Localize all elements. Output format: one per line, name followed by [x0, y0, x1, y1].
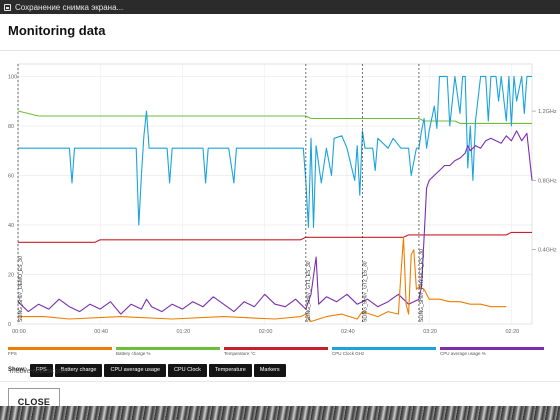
- status-bar: Сохранение снимка экрана...: [0, 0, 560, 14]
- legend-swatch: [224, 347, 328, 350]
- marker-label: SLING_SH07_GT2_ES_30: [362, 261, 368, 322]
- legend-label: Battery charge %: [116, 351, 151, 356]
- legend-item: CPU Clock GHz: [332, 347, 436, 357]
- watermark: mobile-review.com: [10, 368, 68, 375]
- y-tick-label: 40: [8, 223, 14, 229]
- toggle-cpu-average-usage[interactable]: CPU average usage: [104, 363, 167, 377]
- x-tick-label: 00:00: [12, 329, 26, 335]
- x-tick-label: 01:20: [176, 329, 190, 335]
- marker-label: SLING_SH07_DEMO_ES_30: [18, 256, 24, 322]
- x-tick-label: 02:20: [505, 329, 519, 335]
- monitoring-chart: 100 80 60 40 20 000:00 00:40 01:20 02:00 02:40 03:…: [8, 63, 557, 335]
- toggle-fps[interactable]: FPS: [30, 363, 53, 377]
- chart-legend: FPS Battery charge % Temperature °C CPU Clo…: [0, 347, 560, 359]
- legend-item: FPS: [8, 347, 112, 357]
- marker-label: SLING_SH07_PHYSICS_ES_30: [419, 249, 425, 322]
- series-line-temperature-c: [18, 231, 532, 243]
- legend-swatch: [440, 347, 544, 350]
- y-tick-label: 80: [8, 124, 14, 130]
- x-tick-label: 02:40: [341, 329, 355, 335]
- footer-divider: [0, 381, 560, 382]
- y-tick-label: 100: [8, 74, 17, 80]
- y-tick-label: 20: [8, 272, 14, 278]
- plot-border: [17, 63, 533, 325]
- legend-item: Temperature °C: [224, 347, 328, 357]
- toggle-cpu-clock[interactable]: CPU Clock: [168, 363, 207, 377]
- monitoring-dialog: Monitoring data 100 80 60 40 20 0 00:00 00:40 01…: [0, 14, 560, 416]
- background-strip: [0, 406, 560, 420]
- legend-swatch: [332, 347, 436, 350]
- legend-item: Battery charge %: [116, 347, 220, 357]
- show-label: Show:: [8, 367, 26, 373]
- image-icon: [4, 3, 11, 11]
- marker-label: SLING_SH07_GT1_ES_30: [306, 261, 312, 322]
- legend-label: Temperature °C: [224, 351, 256, 356]
- series-line-fps: [18, 236, 507, 323]
- title-divider: [0, 50, 560, 51]
- x-tick-label: 03:20: [423, 329, 437, 335]
- dialog-title: Monitoring data: [8, 23, 106, 38]
- legend-label: CPU Clock GHz: [332, 351, 365, 356]
- status-text: Сохранение снимка экрана...: [15, 2, 124, 12]
- y-right-tick-label: 1.2GHz: [538, 109, 557, 115]
- series-line-cpu-average-usage: [17, 130, 533, 315]
- x-tick-label: 02:00: [259, 329, 273, 335]
- x-tick-label: 00:40: [94, 329, 108, 335]
- y-right-tick-label: 0.8GHz: [538, 178, 557, 184]
- series-line-cpu-clock-ghz: [18, 75, 532, 228]
- legend-label: CPU average usage %: [440, 351, 486, 356]
- y-tick-label: 60: [8, 173, 14, 179]
- legend-label: FPS: [8, 351, 17, 356]
- toggle-temperature[interactable]: Temperature: [208, 363, 252, 377]
- series-line-battery-charge: [17, 110, 532, 124]
- y-right-tick-label: 0.4GHz: [538, 248, 557, 254]
- toggle-battery-charge[interactable]: Battery charge: [54, 363, 103, 377]
- legend-swatch: [116, 347, 220, 350]
- show-toggles: Show: FPS Battery charge CPU average usa…: [8, 363, 288, 377]
- legend-item: CPU average usage %: [440, 347, 544, 357]
- y-tick-label: 0: [8, 322, 11, 328]
- legend-swatch: [8, 347, 112, 350]
- toggle-markers[interactable]: Markers: [253, 363, 286, 377]
